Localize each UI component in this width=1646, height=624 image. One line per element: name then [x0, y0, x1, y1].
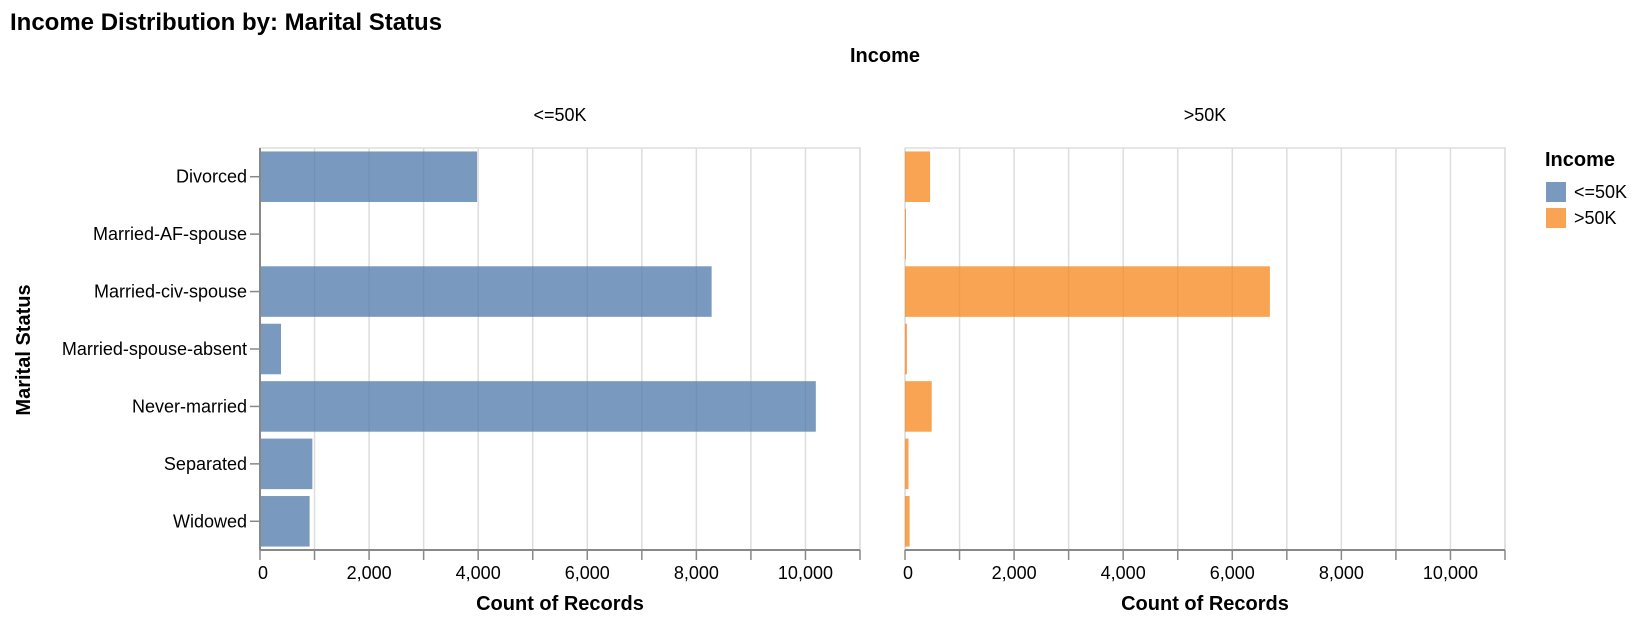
plot-frame: [904, 147, 1506, 551]
bar-le-50k-widowed: [260, 496, 310, 547]
y-tick-label: Married-spouse-absent: [62, 339, 247, 359]
x-tick-label: 4,000: [456, 563, 501, 583]
facet-header-le-50k: <=50K: [533, 105, 586, 125]
bar-gt-50k-separated: [905, 438, 909, 490]
y-tick-label: Widowed: [173, 511, 247, 531]
facet-header-gt-50k: >50K: [1184, 105, 1227, 125]
bar-gt-50k-widowed: [905, 496, 910, 547]
legend-swatch-le-50k: [1546, 182, 1566, 202]
bar-le-50k-separated: [260, 438, 313, 490]
bar-le-50k-married-spouse-absent: [260, 323, 281, 375]
bar-le-50k-never-married: [260, 381, 816, 432]
facet-title: Income: [850, 45, 920, 67]
bar-gt-50k-married-af-spouse: [905, 208, 906, 260]
x-tick-label: 6,000: [1210, 563, 1255, 583]
bar-le-50k-divorced: [260, 151, 478, 202]
x-axis-title: Count of Records: [476, 593, 644, 615]
legend-label-gt-50k: >50K: [1574, 208, 1617, 228]
x-tick-label: 10,000: [778, 563, 833, 583]
y-axis-title: Marital Status: [13, 284, 35, 415]
bar-gt-50k-married-civ-spouse: [905, 266, 1270, 317]
y-tick-label: Married-civ-spouse: [94, 282, 247, 302]
facet-panel-gt-50k: >50K 0 2,000 4,000 6,000 8,000 10,000 Count of …: [903, 105, 1506, 615]
x-tick-label: 10,000: [1423, 563, 1478, 583]
legend-label-le-50k: <=50K: [1574, 182, 1627, 202]
y-tick-label: Married-AF-spouse: [93, 224, 247, 244]
legend: Income <=50K >50K: [1545, 149, 1627, 228]
bar-gt-50k-married-spouse-absent: [905, 323, 907, 375]
legend-swatch-gt-50k: [1546, 208, 1566, 228]
x-tick-label: 6,000: [565, 563, 610, 583]
x-axis-title: Count of Records: [1121, 593, 1289, 615]
facet-panels: <=50K 0 2,000 4,000 6,000 8,000 10,000 Count of…: [62, 105, 1506, 615]
y-tick-label: Never-married: [132, 396, 247, 416]
x-tick-label: 0: [258, 563, 268, 583]
x-tick-label: 2,000: [347, 563, 392, 583]
x-tick-label: 0: [903, 563, 913, 583]
plot-frame: [259, 147, 861, 551]
x-tick-label: 4,000: [1101, 563, 1146, 583]
chart-title: Income Distribution by: Marital Status: [10, 9, 442, 36]
legend-title: Income: [1545, 149, 1615, 171]
x-tick-label: 2,000: [992, 563, 1037, 583]
x-tick-label: 8,000: [674, 563, 719, 583]
bar-gt-50k-never-married: [905, 381, 932, 432]
bar-gt-50k-divorced: [905, 151, 931, 202]
y-tick-label: Divorced: [176, 167, 247, 187]
facet-panel-le-50k: <=50K 0 2,000 4,000 6,000 8,000 10,000 Count of…: [62, 105, 861, 615]
y-tick-label: Separated: [164, 454, 247, 474]
bar-le-50k-married-civ-spouse: [260, 266, 712, 317]
x-tick-label: 8,000: [1319, 563, 1364, 583]
